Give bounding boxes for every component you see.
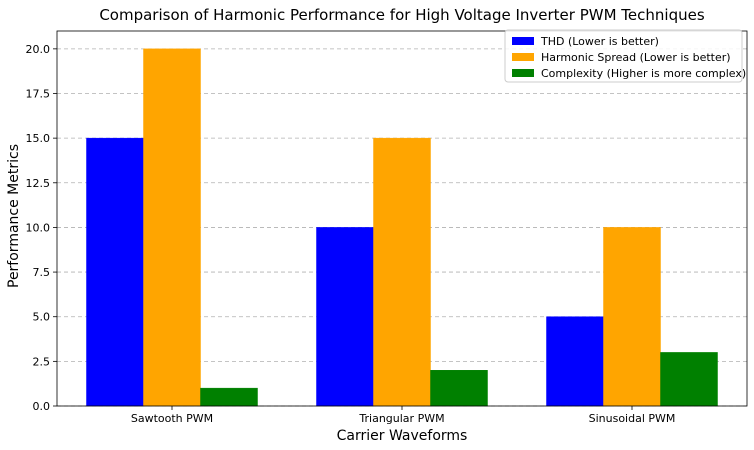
y-tick-label: 12.5	[26, 177, 51, 190]
x-tick-label: Sawtooth PWM	[131, 412, 213, 425]
legend-entry: Complexity (Higher is more complex)	[541, 67, 746, 80]
bar-complexity	[430, 370, 488, 407]
legend-entry: Harmonic Spread (Lower is better)	[541, 51, 731, 64]
y-tick-label: 7.5	[33, 266, 51, 279]
bar-harmonic-spread	[603, 227, 661, 407]
legend: THD (Lower is better) Harmonic Spread (Lo…	[504, 29, 746, 83]
y-axis-label: Performance Metrics	[6, 144, 22, 288]
axes: 0.0 2.5 5.0 7.5 10.0 12.5 15.0 17.5 20.0 Sawtooth…	[26, 30, 748, 425]
bar-complexity	[200, 387, 258, 407]
bar-harmonic-spread	[373, 137, 431, 407]
legend-swatch	[512, 53, 534, 61]
legend-box	[504, 29, 743, 83]
legend-swatch	[512, 69, 534, 77]
y-tick-label: 20.0	[26, 43, 51, 56]
x-tick-label: Triangular PWM	[358, 412, 444, 425]
chart-title: Comparison of Harmonic Performance for H…	[99, 6, 705, 24]
y-tick-label: 5.0	[33, 311, 51, 324]
legend-swatch	[512, 37, 534, 45]
legend-entry: THD (Lower is better)	[540, 35, 659, 48]
y-tick-label: 10.0	[26, 221, 51, 234]
y-tick-label: 15.0	[26, 132, 51, 145]
x-tick-label: Sinusoidal PWM	[589, 412, 676, 425]
y-tick-label: 2.5	[33, 355, 51, 368]
y-tick-label: 17.5	[26, 88, 51, 101]
plot-frame	[56, 30, 748, 407]
bars	[86, 48, 718, 407]
bar-thd	[546, 316, 604, 407]
bar-thd	[86, 137, 144, 407]
bar-harmonic-spread	[143, 48, 201, 407]
y-tick-label: 0.0	[33, 400, 51, 413]
bar-complexity	[660, 352, 718, 407]
bar-thd	[316, 227, 374, 407]
x-axis-label: Carrier Waveforms	[337, 428, 468, 444]
